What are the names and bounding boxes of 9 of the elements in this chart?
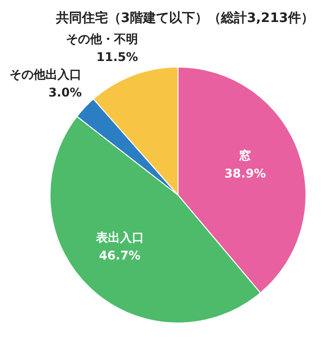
slice-label: その他・不明 [66,32,138,46]
slice-label: その他出入口 [10,68,82,82]
data-label: 11.5% [96,50,138,64]
slice-label: 窓 [239,148,252,163]
slice-label: 表出入口 [94,230,144,244]
data-label: 3.0% [48,86,82,100]
chart-title: 共同住宅（3階建て以下）（総計3,213件） [54,10,314,26]
data-label: 46.7% [98,248,141,262]
data-label: 38.9% [224,166,266,181]
